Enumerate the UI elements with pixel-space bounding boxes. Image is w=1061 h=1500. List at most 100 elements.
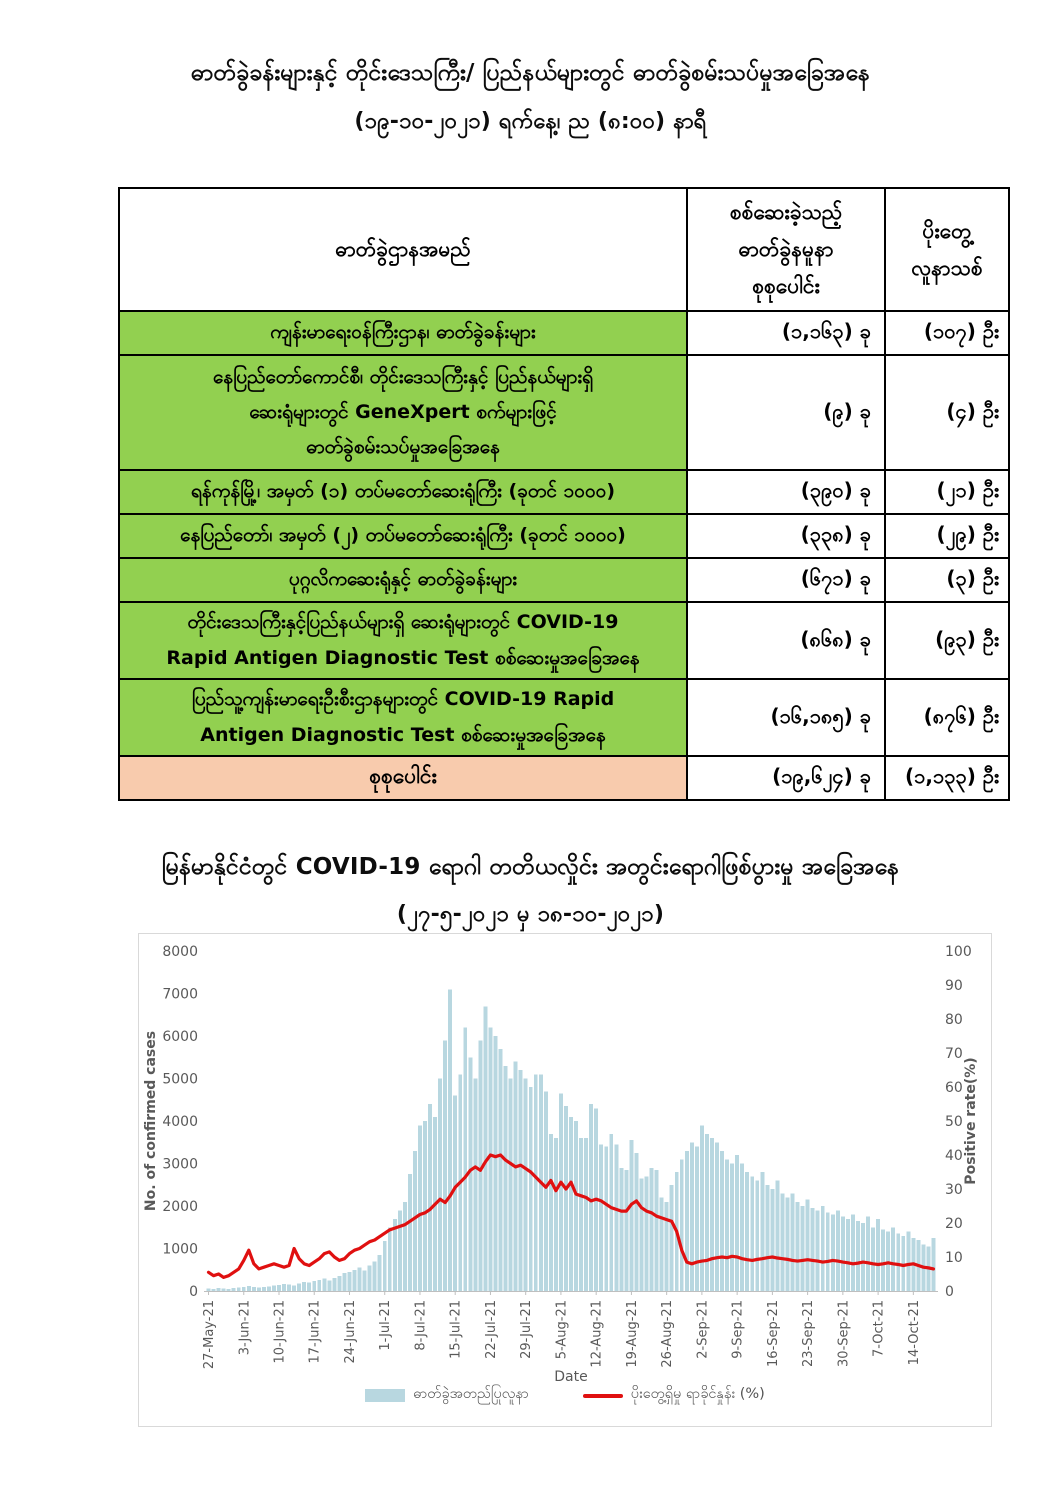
case-bar [845, 1218, 850, 1291]
case-bar [775, 1180, 780, 1291]
case-bar [317, 1279, 322, 1291]
case-bar [523, 1078, 528, 1291]
case-bar [765, 1184, 770, 1291]
chart-title: မြန်မာနိုင်ငံတွင် COVID-19 ရောဂါ တတိယလှိ… [161, 854, 900, 880]
x-tick-label: 16-Sep-21 [766, 1300, 781, 1367]
case-bar [730, 1163, 735, 1291]
positives-cell: (၂၁) ဦး [884, 469, 1010, 515]
table-row: နေပြည်တော်ကောင်စီ၊ တိုင်းဒေသကြီးနှင့် ပြ… [118, 354, 1010, 471]
lab-name-cell: ကျန်းမာရေးဝန်ကြီးဌာန၊ ဓာတ်ခွဲခန်းများ [118, 310, 688, 356]
bar-swatch-icon [365, 1389, 406, 1402]
chart-legend: ဓာတ်ခွဲအတည်ပြုလူနာ ပိုးတွေ့ရှိမှု ရာခိုင… [139, 1385, 991, 1406]
right-tick-label: 20 [945, 1216, 963, 1232]
case-bar [725, 1159, 730, 1291]
case-bar [745, 1172, 750, 1291]
case-bar [463, 1027, 468, 1291]
case-bar [654, 1169, 659, 1292]
case-bar [639, 1178, 644, 1292]
case-bar [906, 1231, 911, 1291]
case-bar [327, 1280, 332, 1292]
case-bar [760, 1172, 765, 1291]
case-bar [891, 1227, 896, 1291]
case-bar [261, 1287, 266, 1291]
case-bar [795, 1201, 800, 1291]
samples-cell: (၉) ခု [686, 354, 886, 471]
case-bar [402, 1201, 407, 1291]
case-bar [412, 1150, 417, 1291]
right-tick-label: 10 [945, 1250, 963, 1266]
case-bar [282, 1284, 286, 1291]
header-cell-lab-name: ဓာတ်ခွဲဌာနအမည် [118, 187, 688, 312]
case-bar [659, 1197, 664, 1291]
document-title-line2: (၁၉-၁၀-၂၀၂၁) ရက်နေ့၊ ည (၈:၀၀) နာရီ [354, 109, 707, 134]
case-bar [548, 1133, 553, 1291]
case-bar [533, 1074, 538, 1291]
x-tick-label: 12-Aug-21 [590, 1300, 605, 1368]
x-axis-title: Date [554, 1369, 587, 1385]
case-bar [770, 1189, 775, 1291]
x-tick-label: 23-Sep-21 [801, 1300, 816, 1367]
case-bar [785, 1197, 790, 1291]
case-bar [272, 1285, 276, 1291]
x-tick-label: 15-Jul-21 [449, 1300, 464, 1359]
case-bar [609, 1133, 614, 1291]
left-tick-label: 8000 [162, 944, 198, 960]
case-bar [755, 1180, 760, 1291]
right-tick-label: 70 [945, 1046, 963, 1062]
left-axis-title: No. of confirmed cases [143, 1031, 159, 1211]
x-tick-label: 10-Jun-21 [273, 1300, 288, 1364]
case-bar [830, 1214, 835, 1291]
case-bar [614, 1144, 619, 1292]
legend-item-line: ပိုးတွေ့ရှိမှု ရာခိုင်နှုန်း (%) [582, 1385, 765, 1406]
line-swatch-icon [582, 1393, 623, 1398]
case-bar [825, 1212, 830, 1292]
samples-cell: (၁၆,၁၈၅) ခု [686, 678, 886, 757]
case-bar [297, 1283, 302, 1291]
case-bar [246, 1285, 251, 1291]
samples-cell: (၃၉၀) ခု [686, 469, 886, 515]
legend-item-bar: ဓာတ်ခွဲအတည်ပြုလူနာ [365, 1385, 529, 1406]
case-bar [372, 1261, 377, 1291]
lab-name-cell: တိုင်းဒေသကြီးနှင့်ပြည်နယ်များရှိ ဆေးရုံမ… [118, 601, 688, 680]
case-bar [357, 1267, 362, 1292]
left-tick-label: 1000 [162, 1242, 198, 1258]
case-bar [382, 1240, 387, 1291]
case-bar [483, 1006, 488, 1291]
case-bar [589, 1104, 594, 1291]
case-bar [377, 1254, 382, 1292]
case-bar [443, 1040, 448, 1291]
case-bar [387, 1227, 392, 1291]
case-bar [493, 1036, 498, 1291]
table-row: ပုဂ္ဂလိကဆေးရုံနှင့် ဓာတ်ခွဲခန်းများ (၆၇၁… [118, 557, 1010, 603]
case-bar [835, 1210, 840, 1291]
right-tick-label: 80 [945, 1012, 963, 1028]
right-axis-title: Positive rate(%) [963, 1057, 979, 1184]
lab-name-cell: နေပြည်တော်၊ အမှတ် (၂) တပ်မတော်ဆေးရုံကြီး… [118, 513, 688, 559]
case-bar [392, 1218, 397, 1291]
table-header-row: ဓာတ်ခွဲဌာနအမည် စစ်ဆေးခဲ့သည့် ဓာတ်ခွဲနမူန… [118, 187, 1010, 312]
case-bar [569, 1116, 573, 1291]
x-tick-label: 5-Aug-21 [554, 1300, 569, 1359]
header-cell-samples: စစ်ဆေးခဲ့သည့် ဓာတ်ခွဲနမူနာ စုစုပေါင်း [686, 187, 886, 312]
case-bar [256, 1287, 261, 1291]
positives-cell: (၂၉) ဦး [884, 513, 1010, 559]
case-bar [664, 1201, 669, 1291]
right-tick-label: 30 [945, 1182, 963, 1198]
case-bar [322, 1278, 327, 1291]
case-bar [332, 1277, 337, 1291]
case-bar [553, 1138, 558, 1291]
case-bar [574, 1121, 578, 1291]
case-bar [292, 1285, 297, 1291]
case-bar [740, 1163, 745, 1291]
case-bar [503, 1065, 508, 1291]
case-bar [710, 1138, 714, 1291]
case-bar [684, 1150, 689, 1291]
case-bar [866, 1216, 870, 1292]
case-bar [704, 1133, 709, 1291]
left-tick-label: 7000 [162, 987, 198, 1003]
case-bar [629, 1140, 634, 1292]
case-bar [407, 1174, 412, 1292]
table-row: တိုင်းဒေသကြီးနှင့်ပြည်နယ်များရှိ ဆေးရုံမ… [118, 601, 1010, 680]
case-bar [211, 1288, 216, 1292]
total-positives-cell: (၁,၁၃၃) ဦး [884, 755, 1010, 801]
